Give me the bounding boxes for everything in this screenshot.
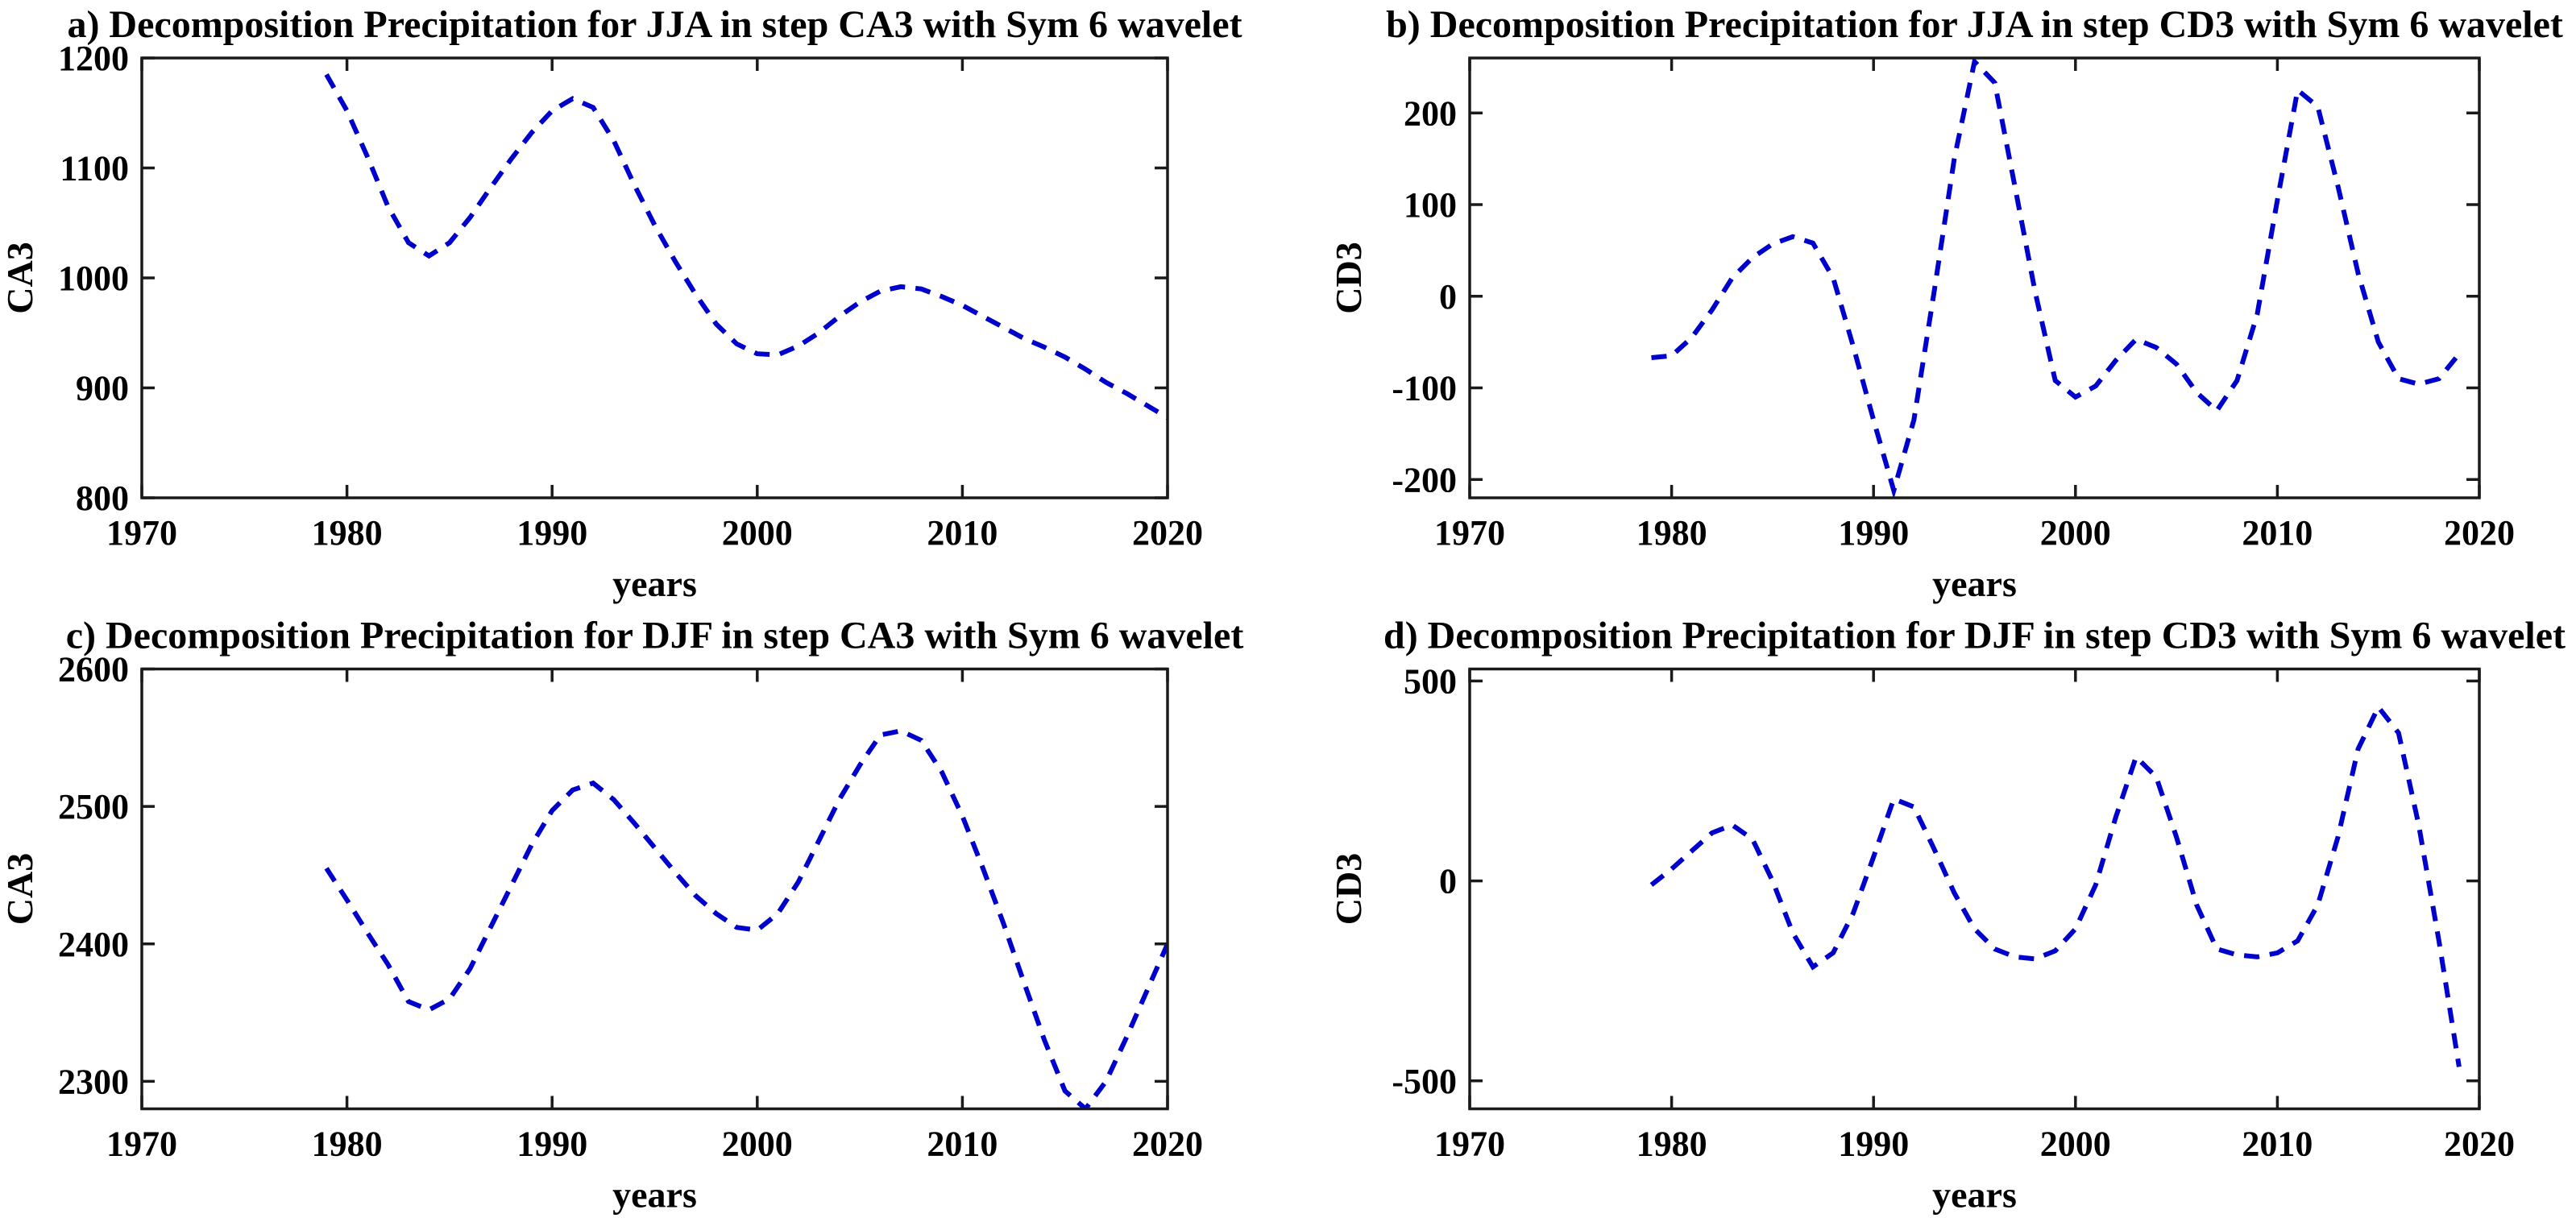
x-tick-label: 2000 (722, 513, 793, 553)
x-axis-label: years (612, 1174, 697, 1216)
y-tick-label: 2500 (58, 787, 129, 826)
y-tick-label: -100 (1392, 369, 1457, 408)
chart-panel-c: 1970 1980 1990 2000 2010 2020 2300 2400 2500 2600… (0, 611, 1288, 1222)
x-tick-label: 1980 (312, 1125, 383, 1164)
x-axis-label: years (612, 563, 697, 604)
y-tick-label: 800 (76, 478, 129, 518)
x-tick-label: 1970 (106, 513, 177, 553)
x-tick-label: 1980 (1636, 513, 1707, 553)
x-tick-label: 2020 (2444, 1125, 2515, 1164)
y-axis-label: CD3 (1328, 242, 1369, 313)
plot-frame (1468, 667, 2481, 1111)
y-tick-label: 0 (1439, 862, 1457, 901)
y-tick-label: 1100 (60, 149, 129, 188)
plot-frame (1468, 56, 2481, 499)
x-tick-label: 2000 (2040, 513, 2111, 553)
x-tick-label: 2000 (2040, 1125, 2111, 1164)
x-tick-label: 1990 (1838, 513, 1909, 553)
y-tick-label: 0 (1439, 277, 1457, 317)
y-tick-label: 1200 (58, 39, 129, 78)
x-tick-label: 2000 (722, 1125, 793, 1164)
x-tick-label: 1980 (1636, 1125, 1707, 1164)
y-tick-label: 500 (1404, 661, 1457, 701)
y-tick-label: 100 (1404, 185, 1457, 225)
y-tick-label: -500 (1392, 1062, 1457, 1101)
y-tick-label: 2300 (58, 1062, 129, 1101)
y-axis-label: CA3 (0, 853, 40, 925)
x-tick-label: 1990 (516, 1125, 587, 1164)
data-series-line (1649, 702, 2462, 1067)
y-tick-label: 900 (76, 369, 129, 408)
chart-title: c) Decomposition Precipitation for DJF i… (66, 615, 1244, 657)
x-axis-label: years (1932, 563, 2017, 604)
y-axis-label: CD3 (1328, 853, 1369, 925)
chart-panel-d: 1970 1980 1990 2000 2010 2020 -500 0 500 d) Decom… (1288, 611, 2576, 1222)
data-series-line (324, 728, 1168, 1109)
data-series-line (324, 73, 1168, 420)
chart-title: b) Decomposition Precipitation for JJA i… (1386, 3, 2563, 46)
x-tick-label: 1990 (1838, 1125, 1909, 1164)
x-tick-label: 2010 (927, 513, 998, 553)
y-tick-label: 200 (1404, 93, 1457, 133)
x-tick-label: 2010 (2242, 513, 2313, 553)
chart-panel-b: 1970 1980 1990 2000 2010 2020 -200 -100 0 100 200 b… (1288, 0, 2576, 611)
x-tick-label: 2010 (927, 1125, 998, 1164)
x-tick-label: 1970 (1434, 513, 1505, 553)
chart-panel-a: 1970 1980 1990 2000 2010 2020 800 900 1000 1100 12… (0, 0, 1288, 611)
x-tick-label: 2020 (1132, 1125, 1203, 1164)
chart-svg-c: 1970 1980 1990 2000 2010 2020 2300 2400 2500 2600… (0, 615, 1244, 1216)
x-axis-label: years (1932, 1174, 2017, 1216)
x-tick-label: 1970 (106, 1125, 177, 1164)
x-tick-label: 2020 (2444, 513, 2515, 553)
chart-svg-a: 1970 1980 1990 2000 2010 2020 800 900 1000 1100 12… (0, 3, 1242, 604)
chart-title: d) Decomposition Precipitation for DJF i… (1383, 615, 2566, 657)
plot-frame (140, 667, 1169, 1111)
data-series-line (1651, 58, 2462, 498)
y-tick-label: 1000 (58, 259, 129, 298)
chart-svg-b: 1970 1980 1990 2000 2010 2020 -200 -100 0 100 200 b… (1328, 3, 2563, 604)
x-tick-label: 2010 (2242, 1125, 2313, 1164)
y-tick-label: 2600 (58, 650, 129, 690)
y-tick-label: -200 (1392, 460, 1457, 499)
x-tick-label: 1990 (516, 513, 587, 553)
x-tick-label: 1980 (312, 513, 383, 553)
chart-title: a) Decomposition Precipitation for JJA i… (67, 3, 1242, 46)
x-tick-label: 1970 (1434, 1125, 1505, 1164)
y-axis-label: CA3 (0, 242, 40, 313)
y-tick-label: 2400 (58, 925, 129, 964)
x-tick-label: 2020 (1132, 513, 1203, 553)
plot-frame (140, 56, 1169, 499)
